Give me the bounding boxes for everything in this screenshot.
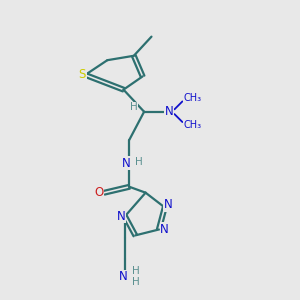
Text: N: N <box>122 157 130 170</box>
Text: H: H <box>132 266 140 276</box>
Text: CH₃: CH₃ <box>184 94 202 103</box>
Text: H: H <box>132 277 140 287</box>
Text: O: O <box>94 186 104 199</box>
Text: H: H <box>130 102 138 112</box>
Text: N: N <box>165 105 173 118</box>
Text: N: N <box>160 223 169 236</box>
Text: S: S <box>79 68 86 81</box>
Text: N: N <box>119 270 128 283</box>
Text: N: N <box>117 210 126 223</box>
Text: H: H <box>135 157 143 167</box>
Text: CH₃: CH₃ <box>184 120 202 130</box>
Text: N: N <box>164 198 172 211</box>
